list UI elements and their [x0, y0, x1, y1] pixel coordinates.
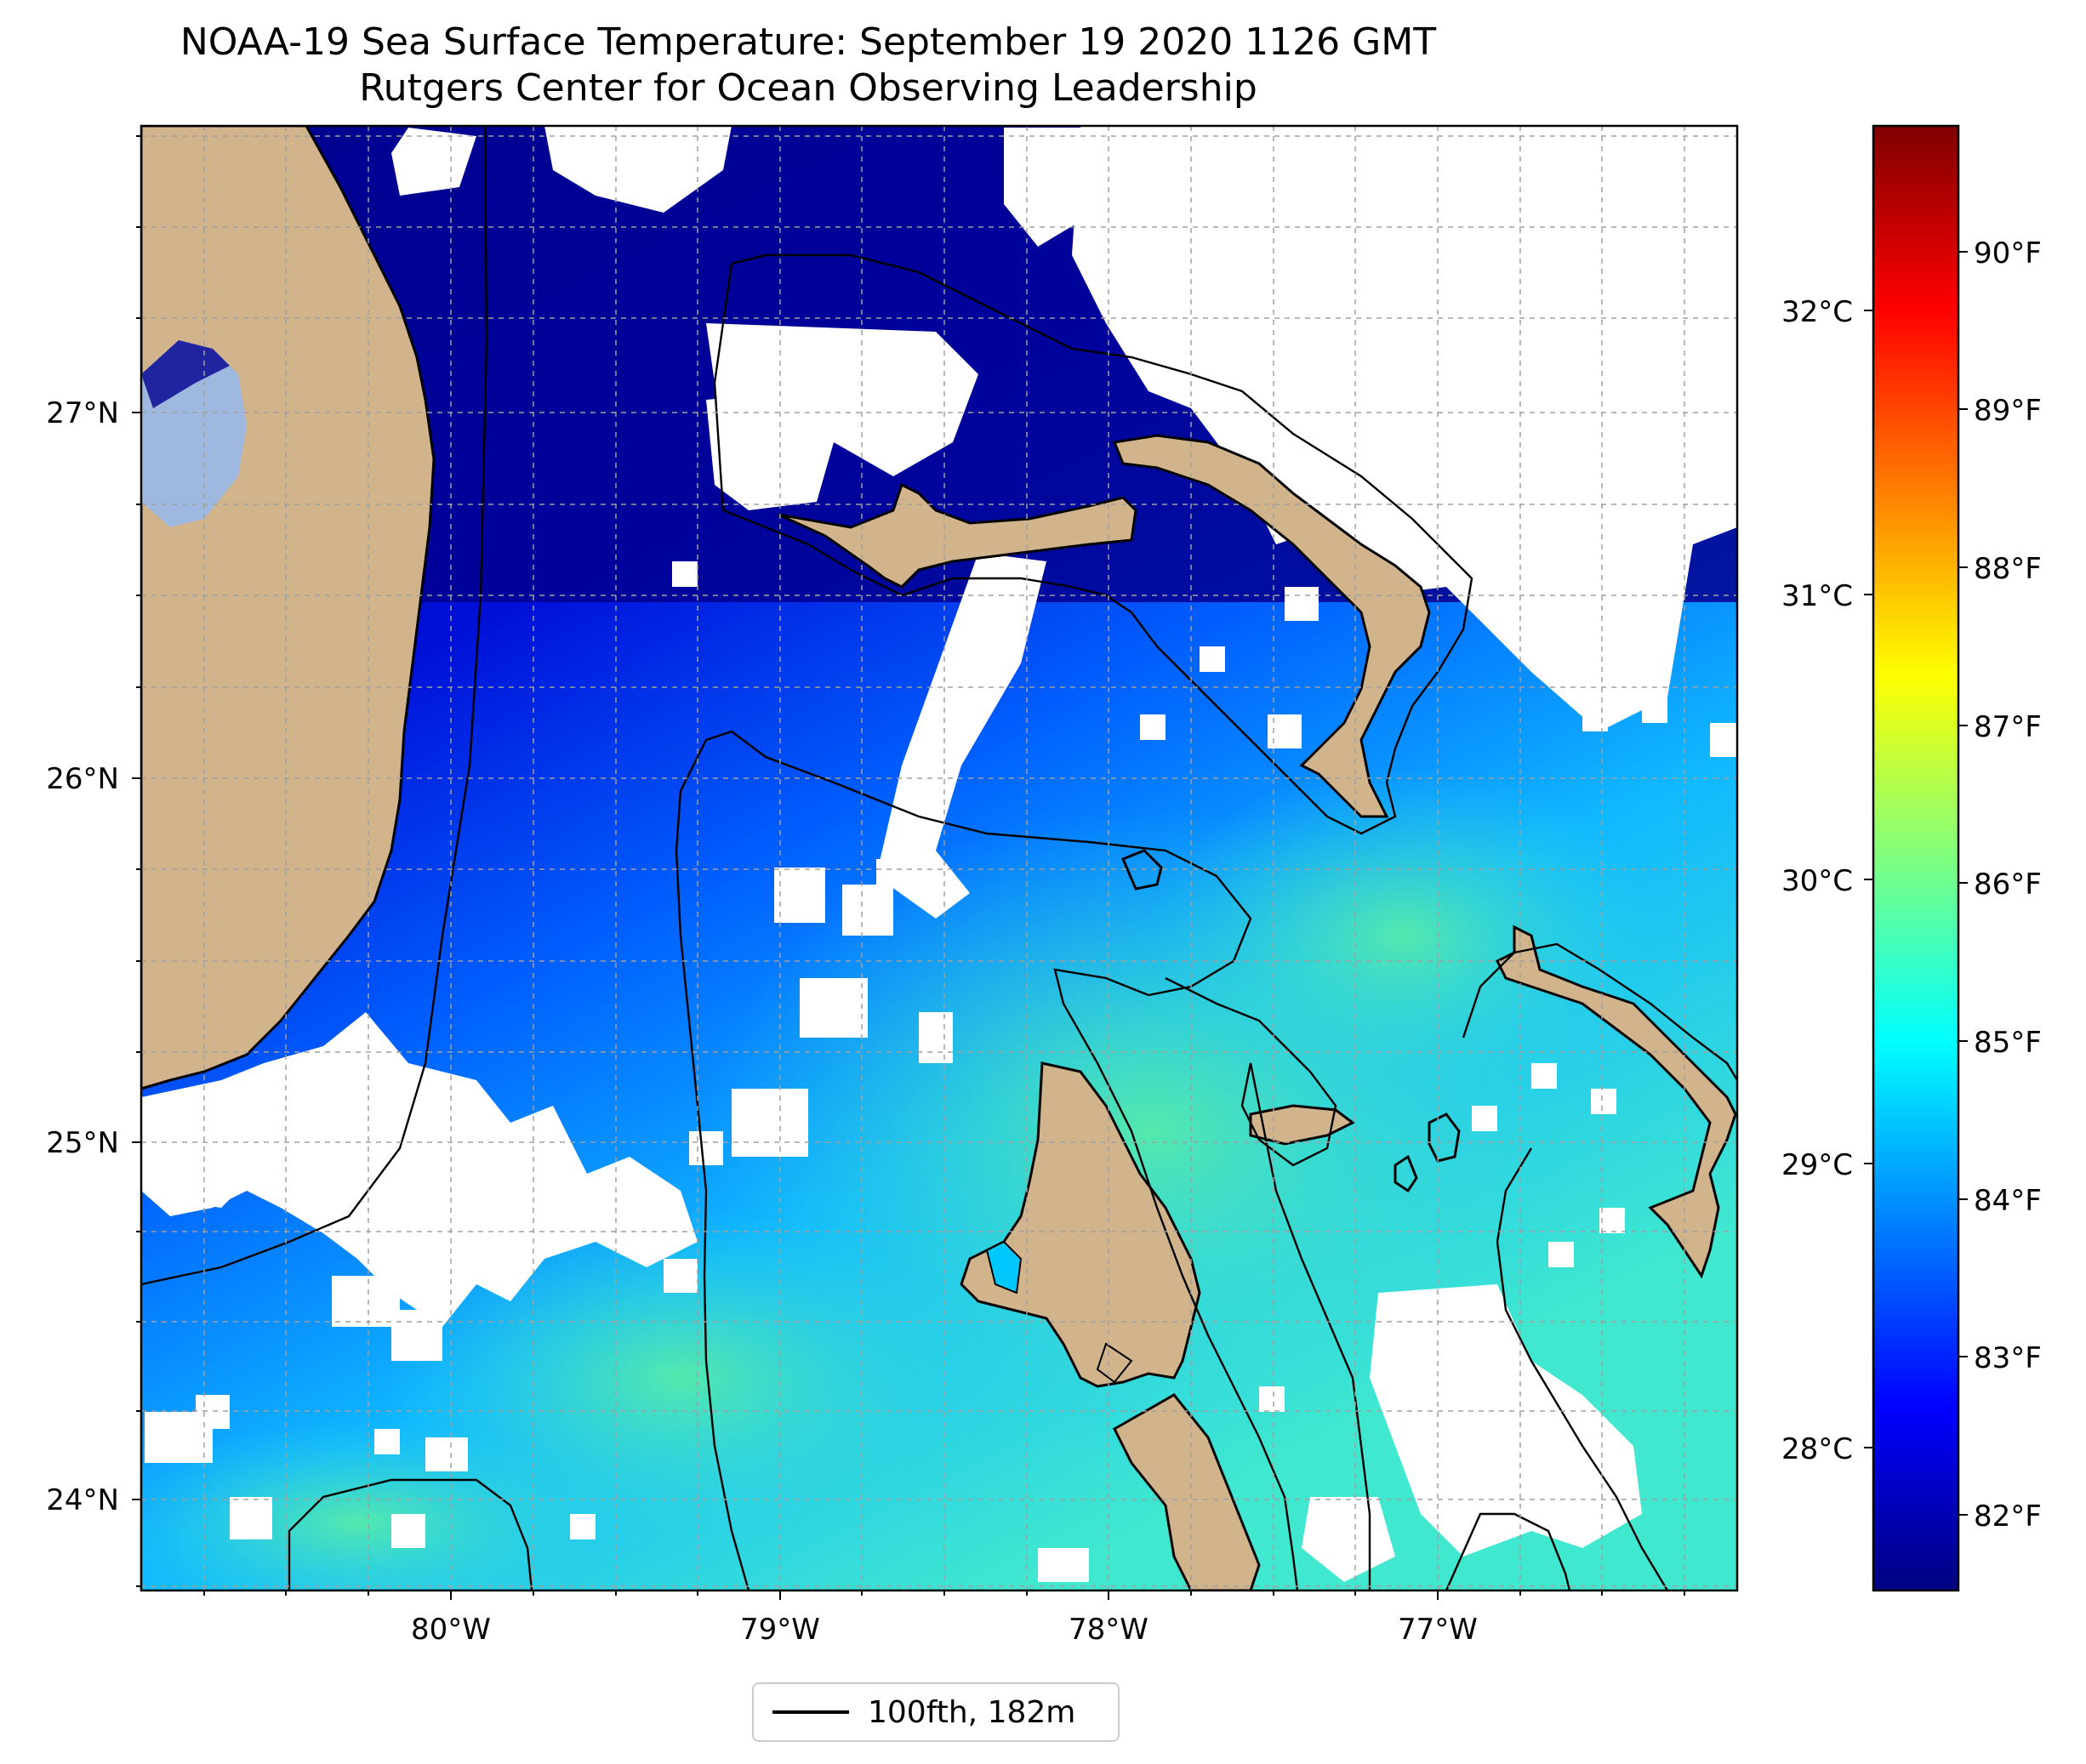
lon-label-80w: 80°W: [411, 1613, 491, 1647]
map-subtitle: Rutgers Center for Ocean Observing Leade…: [359, 66, 1257, 110]
legend-isobath-label: 100fth, 182m: [868, 1694, 1076, 1730]
lat-ticks: [132, 135, 141, 1587]
lat-label-26n: 26°N: [46, 762, 119, 796]
colorbar-f-82: 82°F: [1974, 1499, 2042, 1534]
warm-water-patch: [141, 1420, 613, 1590]
lat-label-24n: 24°N: [46, 1483, 119, 1517]
map-gridlines: [141, 126, 1737, 1590]
colorbar-celsius-ticks: [1864, 310, 1873, 1448]
map-area: [141, 126, 1737, 1590]
cay-outline: [1394, 1154, 1418, 1193]
map-title: NOAA-19 Sea Surface Temperature: Septemb…: [180, 20, 1437, 64]
lon-ticks: [203, 1590, 1685, 1600]
colorbar-f-83: 83°F: [1974, 1341, 2042, 1375]
colorbar-f-88: 88°F: [1974, 552, 2042, 586]
lat-label-25n: 25°N: [46, 1126, 119, 1160]
colorbar-f-84: 84°F: [1974, 1184, 2042, 1218]
colorbar-f-85: 85°F: [1974, 1026, 2042, 1060]
colorbar-c-30: 30°C: [1781, 864, 1853, 898]
colorbar-f-89: 89°F: [1974, 394, 2042, 428]
andros-islet: [1096, 1342, 1133, 1384]
andros-inlet: [985, 1240, 1023, 1295]
colorbar-f-87: 87°F: [1974, 710, 2042, 744]
colorbar-fahrenheit-ticks: [1958, 251, 1968, 1516]
lon-label-79w: 79°W: [740, 1613, 820, 1647]
lake-dark-region: [141, 340, 230, 408]
grand-bahama-land: [778, 482, 1137, 589]
legend: 100fth, 182m: [752, 1682, 1120, 1742]
lon-label-77w: 77°W: [1398, 1613, 1478, 1647]
lat-label-27n: 27°N: [46, 396, 119, 430]
colorbar-c-28: 28°C: [1781, 1432, 1853, 1466]
cloud-mask: [141, 126, 1737, 1582]
colorbar-c-32: 32°C: [1781, 295, 1853, 329]
colorbar: [1872, 124, 1960, 1592]
warm-water-patch: [1148, 765, 1659, 1106]
cay-outline: [1428, 1112, 1461, 1163]
colorbar-c-29: 29°C: [1781, 1148, 1853, 1182]
colorbar-f-86: 86°F: [1974, 868, 2042, 902]
legend-isobath-line: [772, 1710, 849, 1714]
colorbar-c-31: 31°C: [1781, 579, 1853, 613]
map-frame: [140, 124, 1739, 1592]
andros-south-land: [1113, 1393, 1261, 1590]
abaco-land: [1112, 434, 1431, 818]
new-providence-land: [1249, 1104, 1355, 1146]
colorbar-f-90: 90°F: [1974, 236, 2042, 270]
lon-label-78w: 78°W: [1069, 1613, 1148, 1647]
berry-islands-outline: [1121, 849, 1163, 891]
